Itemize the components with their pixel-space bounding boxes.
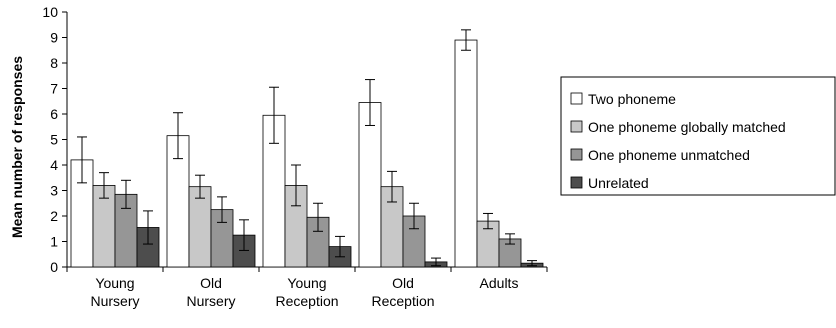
error-bar: [365, 79, 375, 126]
error-bar: [291, 164, 301, 207]
x-tick-label: Old Nursery: [186, 275, 235, 309]
bar: [454, 39, 478, 268]
error-bar: [313, 202, 323, 232]
error-bar: [239, 219, 249, 251]
y-tick-label: 9: [50, 30, 58, 46]
y-tick-label: 0: [50, 259, 58, 275]
error-bar: [195, 174, 205, 199]
legend-swatch: [570, 176, 583, 189]
y-tick-label: 5: [50, 132, 58, 148]
legend-label: One phoneme unmatched: [588, 147, 750, 163]
y-tick-label: 7: [50, 81, 58, 97]
y-tick-label: 6: [50, 106, 58, 122]
legend-swatch: [570, 148, 583, 161]
error-bar: [143, 210, 153, 245]
error-bar: [77, 136, 87, 184]
x-tick-label: Old Reception: [371, 275, 434, 309]
error-bar: [335, 235, 345, 258]
x-tick-label: Young Reception: [275, 275, 338, 309]
legend-swatch: [570, 92, 583, 105]
error-bar: [505, 233, 515, 245]
legend-item: One phoneme globally matched: [570, 119, 786, 135]
error-bar: [527, 260, 537, 267]
legend-label: One phoneme globally matched: [588, 119, 786, 135]
y-tick-label: 3: [50, 183, 58, 199]
error-bar: [461, 29, 471, 51]
y-tick-label: 1: [50, 234, 58, 250]
bar: [358, 102, 382, 268]
error-bar: [121, 179, 131, 209]
error-bar: [409, 202, 419, 230]
error-bar: [173, 112, 183, 160]
error-bar: [269, 86, 279, 144]
x-tick-label: Young Nursery: [90, 275, 139, 309]
legend-item: One phoneme unmatched: [570, 147, 750, 163]
y-axis: 0 1 2 3 4 5 6 7 8 9 10: [42, 4, 68, 275]
bar: [188, 186, 212, 268]
legend-swatch: [570, 120, 583, 133]
error-bar: [217, 196, 227, 223]
x-axis: Young Nursery Old Nursery Young Reception Old R…: [66, 266, 548, 309]
legend-label: Two phoneme: [588, 91, 676, 107]
error-bars: [77, 29, 537, 267]
legend: Two phoneme One phoneme globally matched O…: [560, 76, 836, 196]
legend-box: [560, 76, 836, 196]
error-bar: [99, 172, 109, 199]
legend-item: Two phoneme: [570, 91, 676, 107]
y-axis-title: Mean number of responses: [9, 56, 25, 238]
legend-label: Unrelated: [588, 175, 649, 191]
error-bar: [483, 212, 493, 230]
bars: [70, 39, 544, 268]
error-bar: [431, 257, 441, 267]
legend-item: Unrelated: [570, 175, 649, 191]
x-tick-label: Adults: [480, 275, 519, 291]
y-tick-label: 2: [50, 208, 58, 224]
y-tick-label: 8: [50, 55, 58, 71]
y-tick-label: 4: [50, 157, 58, 173]
error-bar: [387, 170, 397, 203]
y-tick-label: 10: [42, 4, 58, 20]
